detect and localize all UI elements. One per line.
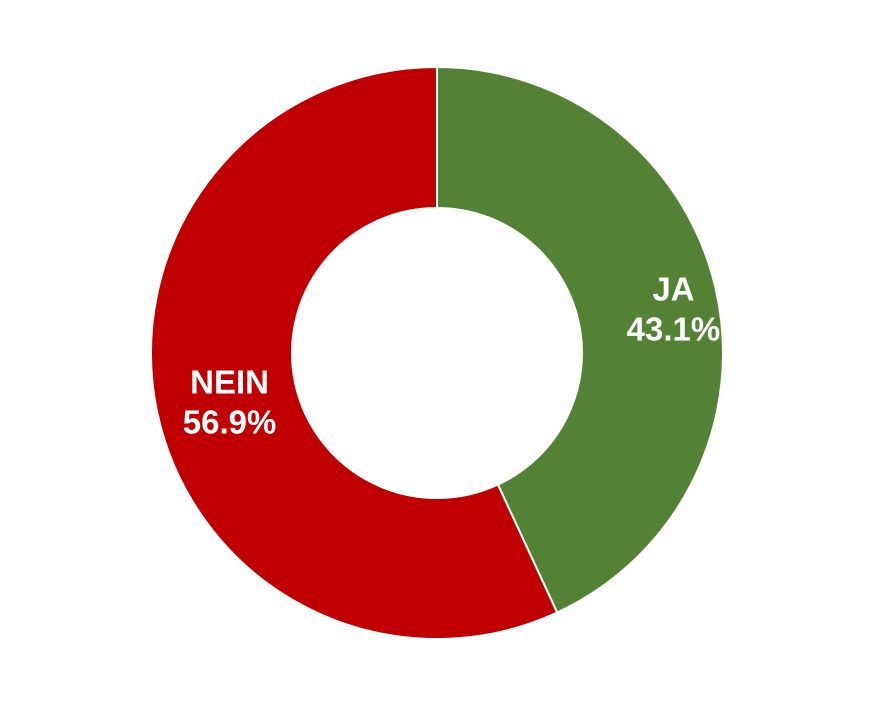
slice-label-ja: JA — [652, 271, 694, 308]
slices-layer — [150, 65, 724, 640]
donut-hole — [292, 208, 582, 498]
slice-value-nein: 56.9% — [183, 403, 277, 440]
slice-label-nein: NEIN — [190, 363, 269, 400]
slice-value-ja: 43.1% — [627, 311, 721, 348]
